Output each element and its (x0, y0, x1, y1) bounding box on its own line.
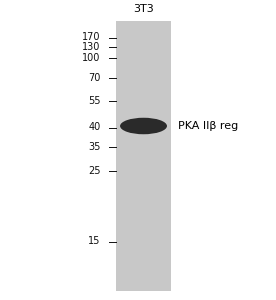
Text: 170: 170 (82, 32, 101, 43)
Ellipse shape (120, 118, 167, 134)
Text: 35: 35 (88, 142, 101, 152)
Text: PKA IIβ reg: PKA IIβ reg (178, 121, 238, 131)
Text: 40: 40 (89, 122, 101, 133)
Text: 25: 25 (88, 166, 101, 176)
Text: 130: 130 (82, 41, 101, 52)
Text: 70: 70 (88, 73, 101, 83)
Text: 55: 55 (88, 95, 101, 106)
Bar (116, 21, 171, 291)
Text: 100: 100 (82, 53, 101, 64)
Text: 3T3: 3T3 (133, 4, 154, 14)
Text: 15: 15 (88, 236, 101, 247)
